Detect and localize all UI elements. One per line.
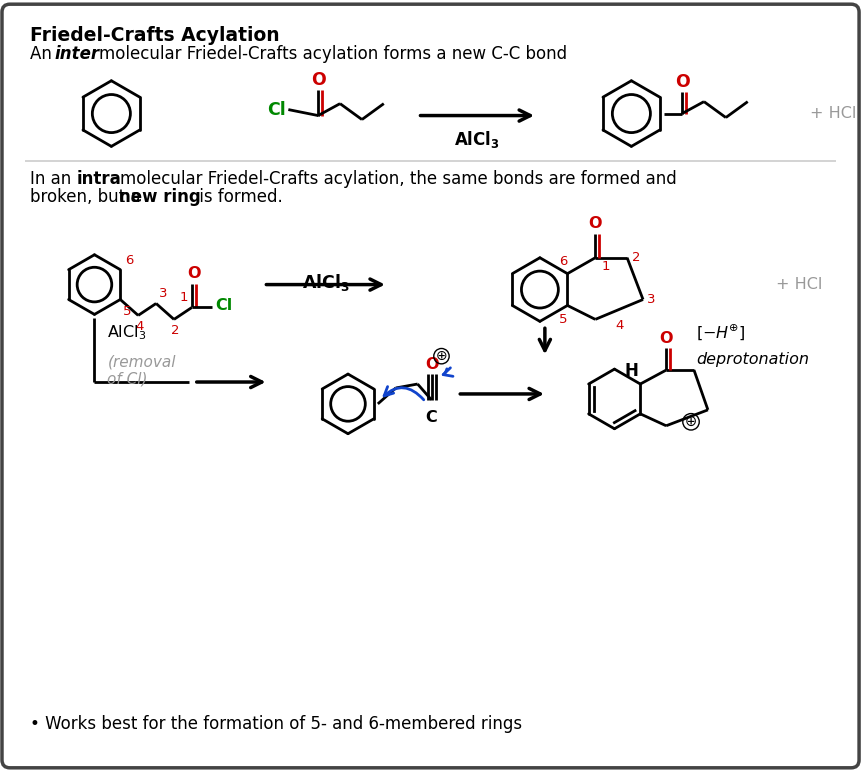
Text: Cl: Cl — [216, 298, 233, 313]
Text: O: O — [425, 357, 438, 371]
Text: broken, but a: broken, but a — [29, 188, 145, 206]
Text: of Cl): of Cl) — [107, 371, 148, 386]
Text: molecular Friedel-Crafts acylation forms a new C-C bond: molecular Friedel-Crafts acylation forms… — [100, 45, 567, 63]
Text: An: An — [29, 45, 57, 63]
Text: ⊕: ⊕ — [436, 349, 447, 363]
Text: (removal: (removal — [107, 354, 176, 369]
Text: molecular Friedel-Crafts acylation, the same bonds are formed and: molecular Friedel-Crafts acylation, the … — [120, 171, 677, 188]
Text: 5: 5 — [559, 313, 568, 327]
FancyBboxPatch shape — [2, 4, 859, 768]
Text: + HCl: + HCl — [811, 106, 856, 121]
Text: Friedel-Crafts Acylation: Friedel-Crafts Acylation — [29, 26, 280, 45]
Text: O: O — [675, 73, 689, 91]
Text: 3: 3 — [647, 293, 656, 306]
Text: is formed.: is formed. — [194, 188, 282, 206]
Text: + HCl: + HCl — [776, 277, 822, 292]
Text: $\mathbf{AlCl_3}$: $\mathbf{AlCl_3}$ — [302, 272, 350, 293]
Text: intra: intra — [76, 171, 121, 188]
Text: O: O — [187, 266, 201, 281]
Text: O: O — [311, 71, 326, 89]
Text: Cl: Cl — [268, 100, 287, 119]
Text: 1: 1 — [179, 292, 188, 304]
Text: O: O — [659, 330, 673, 346]
Text: 6: 6 — [126, 254, 133, 266]
Text: 4: 4 — [135, 320, 144, 334]
Text: deprotonation: deprotonation — [696, 352, 809, 367]
Text: H: H — [624, 362, 638, 380]
Text: AlCl$_3$: AlCl$_3$ — [107, 323, 146, 342]
Text: 1: 1 — [601, 259, 610, 273]
Text: inter: inter — [55, 45, 100, 63]
Text: ⊕: ⊕ — [685, 415, 697, 429]
Text: O: O — [589, 216, 602, 232]
Text: In an: In an — [29, 171, 76, 188]
Text: C: C — [426, 410, 437, 425]
Text: $\mathbf{AlCl_3}$: $\mathbf{AlCl_3}$ — [455, 130, 501, 151]
Text: 5: 5 — [123, 306, 132, 319]
Text: • Works best for the formation of 5- and 6-membered rings: • Works best for the formation of 5- and… — [29, 715, 522, 733]
Text: 4: 4 — [615, 320, 624, 333]
Text: new ring: new ring — [120, 188, 201, 206]
Text: $[-H^{\oplus}]$: $[-H^{\oplus}]$ — [696, 323, 746, 342]
Text: 2: 2 — [171, 324, 179, 337]
Text: 2: 2 — [632, 251, 641, 264]
Text: 3: 3 — [159, 287, 167, 300]
Text: 6: 6 — [559, 255, 568, 268]
